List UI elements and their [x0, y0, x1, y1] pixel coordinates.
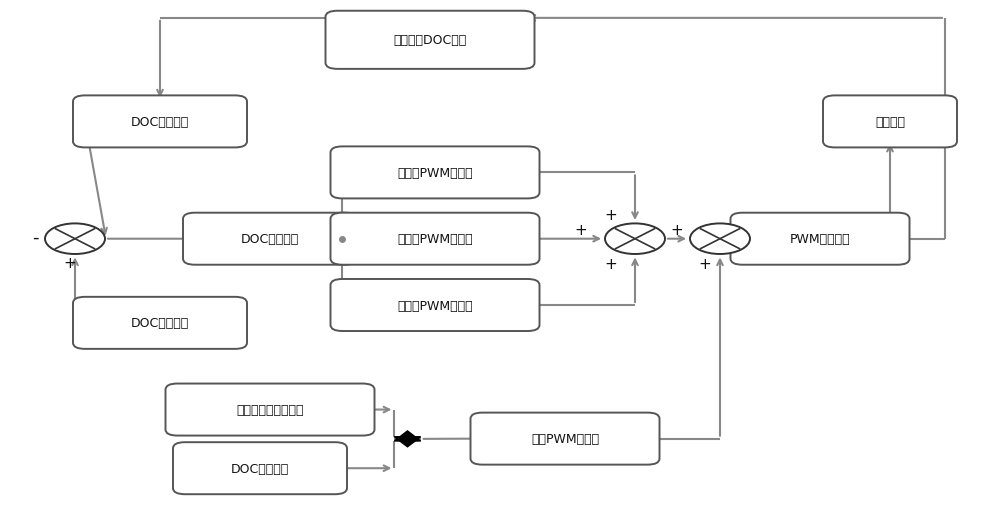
Circle shape [605, 224, 665, 254]
FancyBboxPatch shape [470, 413, 660, 465]
Text: -: - [32, 228, 38, 246]
FancyBboxPatch shape [330, 213, 540, 265]
Text: +: + [64, 255, 76, 270]
Text: 比例项PWM占空比: 比例项PWM占空比 [397, 166, 473, 180]
Text: DOC实际温度: DOC实际温度 [131, 116, 189, 129]
Text: PWM波占空比: PWM波占空比 [790, 233, 850, 246]
Text: 积分项PWM占空比: 积分项PWM占空比 [397, 299, 473, 312]
FancyBboxPatch shape [326, 12, 534, 70]
Text: 车载电源提供的电压: 车载电源提供的电压 [236, 403, 304, 416]
Text: 电热丝给DOC加热: 电热丝给DOC加热 [393, 34, 467, 47]
Circle shape [45, 224, 105, 254]
Polygon shape [394, 431, 421, 441]
Polygon shape [394, 437, 421, 447]
FancyBboxPatch shape [166, 384, 374, 436]
Text: +: + [575, 222, 587, 238]
Text: +: + [671, 222, 683, 238]
Text: DOC起燃温度: DOC起燃温度 [131, 317, 189, 330]
Text: +: + [699, 256, 711, 271]
FancyBboxPatch shape [730, 213, 910, 265]
Text: 加热功率: 加热功率 [875, 116, 905, 129]
Text: +: + [605, 207, 617, 222]
FancyBboxPatch shape [73, 297, 247, 349]
FancyBboxPatch shape [330, 279, 540, 331]
Text: 前馈PWM占空比: 前馈PWM占空比 [531, 432, 599, 445]
Circle shape [690, 224, 750, 254]
Text: DOC起燃温差: DOC起燃温差 [241, 233, 299, 246]
FancyBboxPatch shape [73, 96, 247, 148]
FancyBboxPatch shape [823, 96, 957, 148]
FancyBboxPatch shape [183, 213, 357, 265]
FancyBboxPatch shape [330, 147, 540, 199]
FancyBboxPatch shape [173, 442, 347, 494]
Text: 微分项PWM占空比: 微分项PWM占空比 [397, 233, 473, 246]
Text: +: + [605, 256, 617, 271]
Text: DOC初始温度: DOC初始温度 [231, 462, 289, 475]
